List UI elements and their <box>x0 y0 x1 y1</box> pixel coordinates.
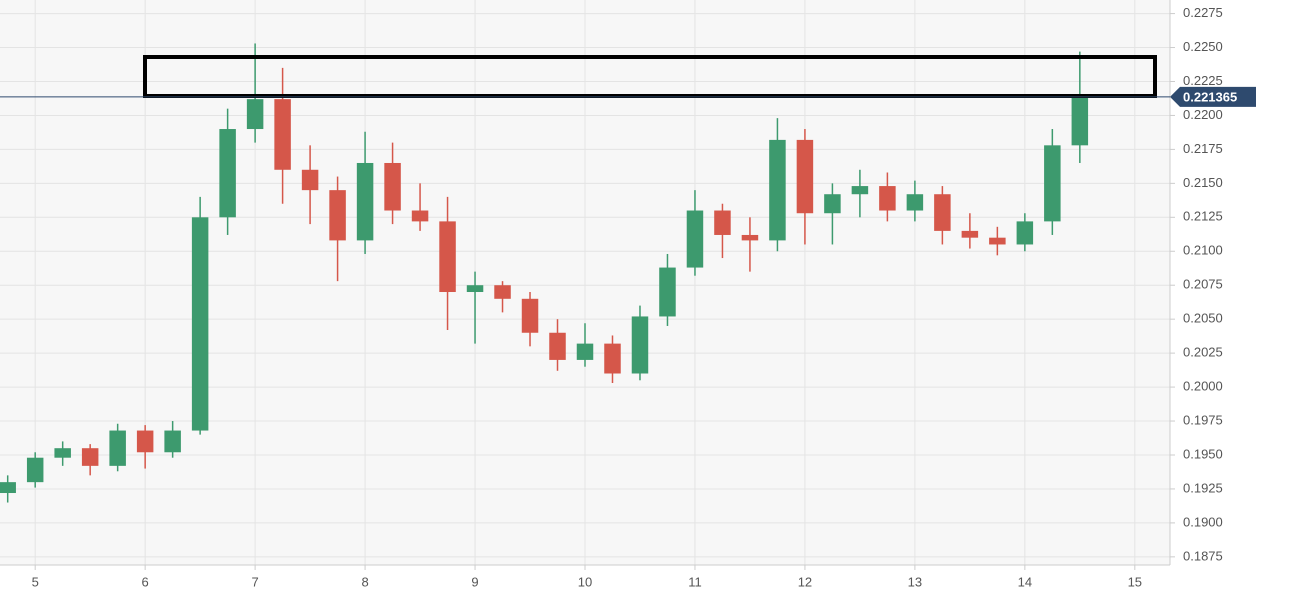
candle-body <box>961 230 979 238</box>
candle-body <box>356 162 374 241</box>
candle-body <box>329 190 346 241</box>
candle-body <box>989 237 1006 245</box>
y-tick-label: 0.2150 <box>1183 175 1223 190</box>
candle-body <box>136 430 154 453</box>
candle-body <box>879 186 896 211</box>
y-tick-label: 0.1975 <box>1183 412 1223 427</box>
candle-body <box>466 285 484 293</box>
y-tick-label: 0.2175 <box>1183 141 1223 156</box>
last-price-label: 0.221365 <box>1183 89 1237 104</box>
candle-body <box>1044 145 1061 222</box>
y-tick-label: 0.2000 <box>1183 379 1223 394</box>
candle-body <box>411 210 429 222</box>
candle-body <box>631 316 649 374</box>
y-tick-label: 0.1900 <box>1183 514 1223 529</box>
candles <box>0 43 1089 503</box>
candle-body <box>659 267 676 317</box>
last-price-tag <box>1170 86 1256 107</box>
y-tick-label: 0.2125 <box>1183 209 1223 224</box>
candle-body <box>549 332 566 360</box>
x-tick-label: 8 <box>361 574 368 589</box>
x-tick-label: 15 <box>1128 574 1142 589</box>
x-tick-label: 11 <box>688 574 702 589</box>
candle-body <box>714 210 731 235</box>
candle-body <box>81 448 99 466</box>
candle-body <box>521 298 539 333</box>
candle-body <box>26 457 44 483</box>
y-tick-label: 0.2025 <box>1183 345 1223 360</box>
y-tick-label: 0.2200 <box>1183 107 1223 122</box>
candle-body <box>191 217 209 431</box>
candle-body <box>439 221 456 293</box>
y-tick-label: 0.1925 <box>1183 480 1223 495</box>
candle-body <box>741 234 759 241</box>
candle-body <box>494 285 511 299</box>
candle-body <box>164 430 181 453</box>
y-tick-label: 0.2250 <box>1183 39 1223 54</box>
y-tick-label: 0.2225 <box>1183 73 1223 88</box>
candle-body <box>301 169 319 191</box>
candle-body <box>769 139 786 241</box>
x-tick-label: 12 <box>798 574 812 589</box>
candle-body <box>796 139 814 214</box>
y-tick-label: 0.2050 <box>1183 311 1223 326</box>
candle-body <box>686 210 704 268</box>
candle-body <box>109 430 126 466</box>
candle-body <box>906 194 924 211</box>
x-tick-label: 6 <box>142 574 149 589</box>
x-tick-label: 13 <box>908 574 922 589</box>
x-tick-label: 5 <box>32 574 39 589</box>
candle-body <box>1016 221 1034 245</box>
candle-body <box>219 129 236 218</box>
x-tick-label: 14 <box>1018 574 1032 589</box>
highlight-box <box>143 55 1157 98</box>
candle-body <box>0 482 16 494</box>
y-tick-label: 0.2100 <box>1183 243 1223 258</box>
candle-body <box>384 162 401 211</box>
candle-body <box>824 194 841 214</box>
candle-body <box>576 343 594 360</box>
x-tick-label: 10 <box>578 574 592 589</box>
candle-body <box>851 186 869 195</box>
y-tick-label: 0.1950 <box>1183 446 1223 461</box>
candle-body <box>274 99 291 170</box>
candle-body <box>246 99 264 130</box>
candle-body <box>934 194 951 231</box>
y-tick-label: 0.1875 <box>1183 548 1223 563</box>
x-tick-label: 9 <box>471 574 478 589</box>
y-tick-label: 0.2075 <box>1183 277 1223 292</box>
candle-body <box>1071 96 1089 146</box>
x-tick-label: 7 <box>251 574 258 589</box>
y-tick-label: 0.2275 <box>1183 5 1223 20</box>
candle-body <box>54 448 71 458</box>
candle-body <box>604 343 621 374</box>
